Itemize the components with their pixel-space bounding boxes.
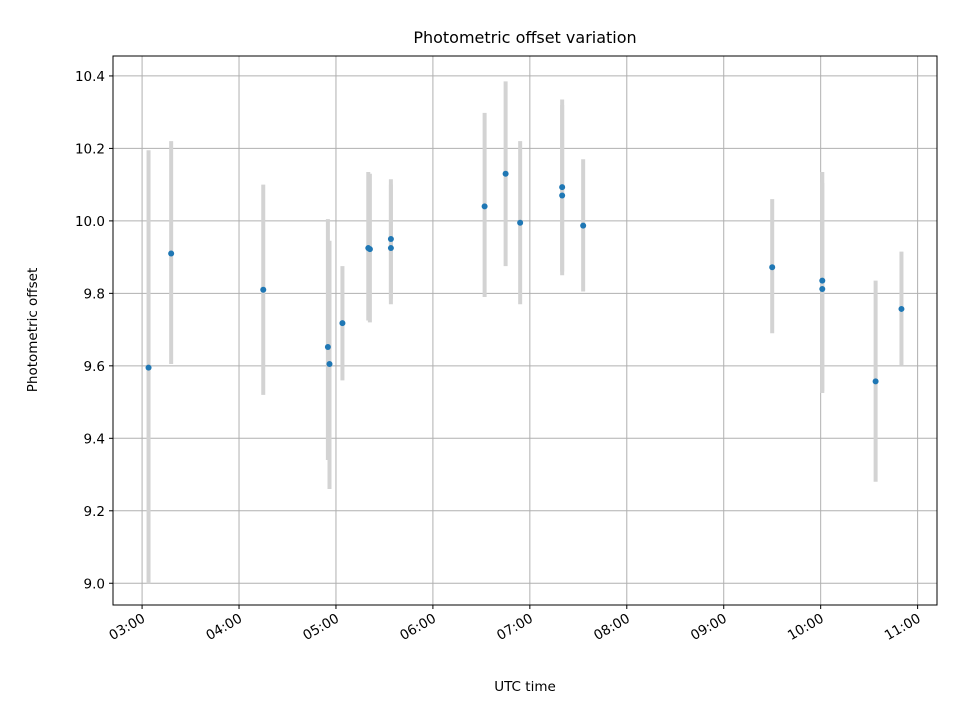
y-axis-label: Photometric offset <box>25 268 41 392</box>
data-point <box>168 250 175 257</box>
data-point <box>145 364 152 371</box>
data-point <box>326 361 333 368</box>
data-point <box>898 305 905 312</box>
data-point <box>387 236 394 242</box>
data-point <box>502 170 509 177</box>
data-point <box>481 203 488 210</box>
data-point <box>872 378 879 385</box>
data-point <box>580 222 587 229</box>
data-point <box>339 320 346 327</box>
data-point <box>260 286 267 293</box>
y-tick-label: 9.4 <box>84 431 105 447</box>
data-point <box>559 184 566 191</box>
y-tick-label: 10.2 <box>75 141 105 157</box>
y-tick-label: 9.6 <box>84 359 105 375</box>
data-point <box>819 286 826 293</box>
y-tick-label: 10.4 <box>75 69 105 85</box>
data-point <box>819 277 826 284</box>
data-point <box>387 245 394 252</box>
y-tick-label: 9.0 <box>84 576 105 592</box>
y-tick-label: 9.8 <box>84 286 105 302</box>
data-points <box>145 170 905 385</box>
y-tick-label: 10.0 <box>75 214 105 230</box>
data-point <box>366 246 373 253</box>
chart-title: Photometric offset variation <box>413 28 636 47</box>
y-tick-label: 9.2 <box>84 504 105 520</box>
data-point <box>517 219 524 226</box>
grid-lines <box>113 56 937 605</box>
plot-frame <box>112 55 938 606</box>
data-point <box>559 192 566 199</box>
x-axis-label: UTC time <box>494 679 556 695</box>
data-point <box>769 264 776 271</box>
data-point <box>324 343 331 350</box>
